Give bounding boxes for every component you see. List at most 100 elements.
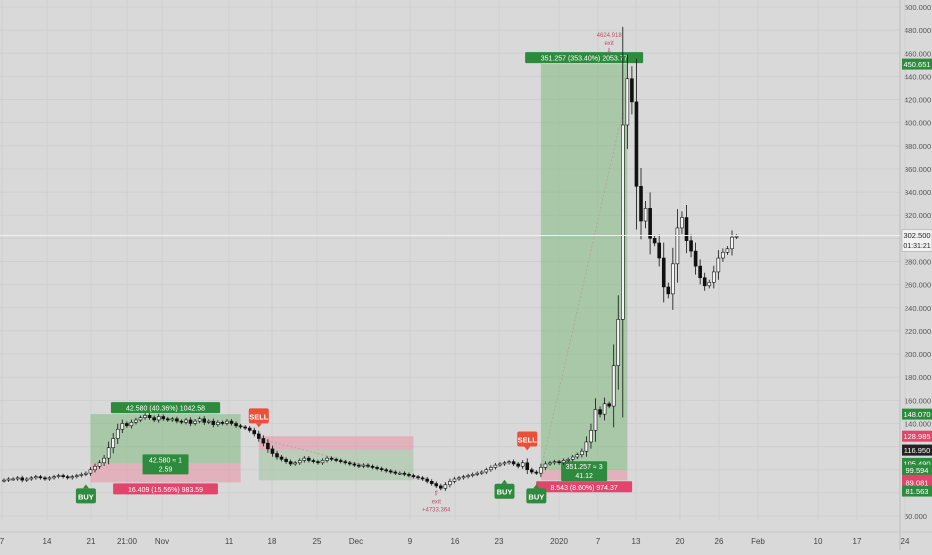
candle [525,462,530,471]
candle [516,463,520,467]
candle [652,238,657,244]
candle [461,476,466,479]
candle [416,476,420,479]
x-tick-label: 24 [901,537,910,546]
exit-label: exit [432,499,442,505]
candle [661,257,666,288]
candle [489,467,493,471]
candle [256,433,261,439]
candle [557,461,561,464]
x-tick-label: 11 [225,537,234,546]
candle [79,474,84,476]
candle [297,460,302,464]
candle [206,420,211,423]
candle [47,477,52,480]
buy-signal-box[interactable] [75,488,96,504]
price-axis-tag [902,485,932,497]
position-ratio-box [561,461,608,482]
x-tick-label: 23 [495,537,504,546]
candle [725,248,730,253]
candle [102,457,106,464]
candle [443,484,448,489]
x-tick-label: 18 [268,537,277,546]
candle [188,419,193,424]
candle [379,468,384,471]
candle [420,477,425,480]
candle [2,479,6,482]
candle [543,463,548,468]
candle [243,426,247,429]
x-tick-label: 13 [632,537,641,546]
candle [34,476,38,479]
position-ratio-line-1: 42.580 ≈ 1 [149,457,182,464]
position-loss-label: 8.543 (8.60%) 974.37 [550,485,617,492]
candle [220,421,225,424]
candle [620,124,625,320]
candle [307,457,311,461]
candle [247,427,252,431]
candle [93,465,97,471]
candle [366,464,370,467]
x-tick-label: Nov [155,537,169,546]
candle [534,471,539,474]
candle [115,428,120,439]
y-tick-label: 280.000 [904,258,931,267]
y-tick-label: 160.000 [904,396,931,405]
candle [361,464,366,467]
candle [15,477,20,480]
candle [238,425,243,428]
price-axis-tag [902,430,932,442]
candle [375,467,379,469]
buy-signal-box[interactable] [526,488,547,504]
candle [475,472,480,475]
price-axis-tag [902,464,932,476]
price-axis-tag-label: 105.490 [903,459,930,468]
sell-signal-box[interactable] [248,408,269,424]
candle [721,251,725,259]
candle [657,242,662,259]
candle [152,417,156,421]
candle [138,417,143,421]
candle [225,420,229,424]
x-tick-label: 9 [408,537,413,546]
buy-signal-label: BUY [78,492,94,501]
position-profit-zone [540,64,628,471]
position-loss-label: 16.409 (15.56%) 983.59 [128,487,203,494]
x-tick-label: 20 [676,537,685,546]
candle [498,463,502,466]
candle [147,415,152,418]
price-axis-tag-label: 450.651 [903,60,930,69]
candle [684,217,689,241]
buy-signal-box[interactable] [494,483,515,499]
x-tick-label: 17 [853,537,862,546]
candle [493,464,498,468]
current-price-tag [901,229,932,252]
candle [529,469,534,473]
candle [329,457,334,460]
candle [634,101,639,187]
candle [598,409,602,415]
price-axis-tag-label: 81.563 [906,487,929,496]
x-tick-label: 10 [814,537,823,546]
sell-signal-box[interactable] [517,431,538,447]
x-tick-label: 21 [87,537,96,546]
y-tick-label: 140.000 [904,419,931,428]
candle [320,460,325,464]
candle [625,78,630,126]
price-axis-tag-label: 148.070 [903,410,930,419]
candle [580,450,584,455]
candle [6,478,11,481]
candle [479,471,484,474]
candle [730,236,734,250]
position-profit-label: 42.580 (40.36%) 1042.58 [126,406,205,413]
candle [648,207,652,239]
candle [607,403,611,407]
candle [671,263,675,295]
y-tick-label: 260.000 [904,281,931,290]
x-tick-label: 25 [313,537,322,546]
y-tick-label: 240.000 [904,304,931,313]
candle [106,447,111,459]
candle [347,462,352,465]
current-price-label: 302.500 [903,231,930,240]
